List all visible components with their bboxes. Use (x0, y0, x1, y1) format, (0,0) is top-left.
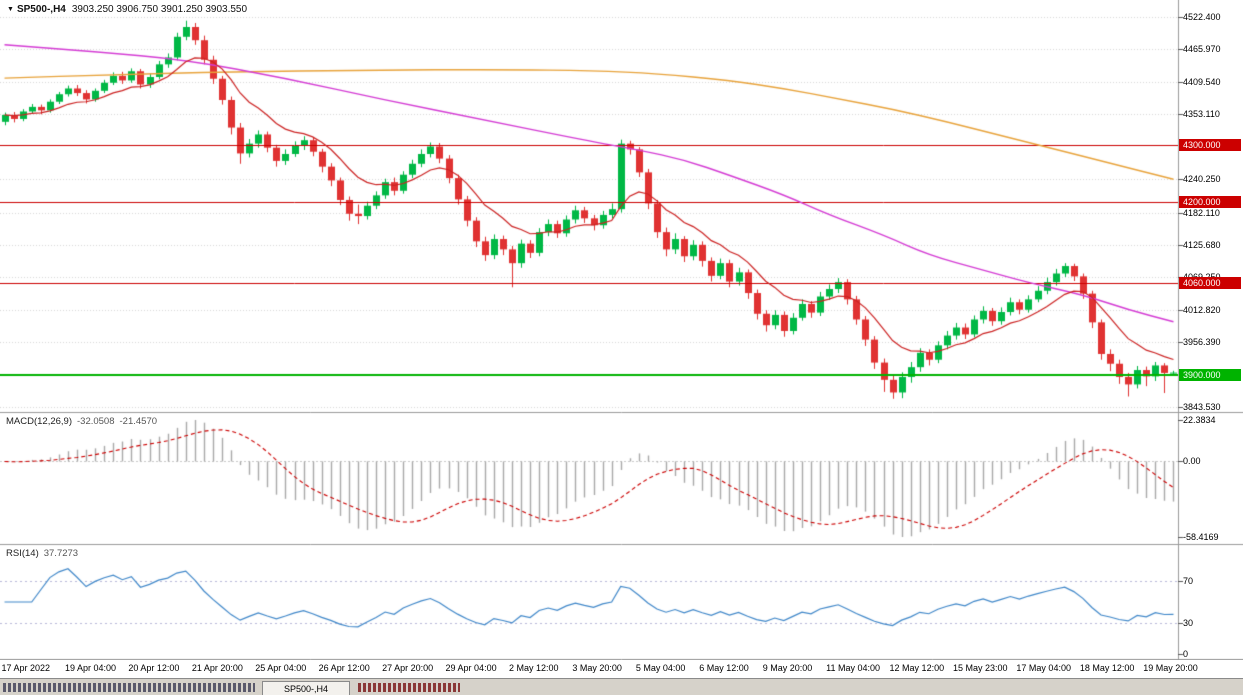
time-axis-label: 29 Apr 04:00 (445, 663, 497, 673)
macd-main-value: -32.0508 (77, 416, 115, 427)
time-axis-label: 27 Apr 20:00 (382, 663, 434, 673)
time-axis-label: 9 May 20:00 (762, 663, 813, 673)
time-axis-label: 12 May 12:00 (889, 663, 945, 673)
chart-symbol-period: SP500-,H4 (16, 4, 66, 15)
rsi-value: 37.7273 (43, 548, 79, 559)
rsi-name: RSI(14) (6, 548, 39, 559)
chart-header: ▼ SP500-,H4 3903.250 3906.750 3901.250 390… (7, 4, 247, 15)
bottom-taskbar: SP500-,H4 (0, 678, 1243, 695)
time-axis-label: 19 Apr 04:00 (64, 663, 116, 673)
time-axis-label: 26 Apr 12:00 (318, 663, 370, 673)
time-axis-label: 17 May 04:00 (1016, 663, 1071, 673)
macd-name: MACD(12,26,9) (6, 416, 72, 427)
time-axis-label: 19 May 20:00 (1143, 663, 1198, 673)
time-axis-label: 25 Apr 04:00 (255, 663, 307, 673)
time-axis-label: 20 Apr 12:00 (128, 663, 180, 673)
time-axis: 17 Apr 2022 19 Apr 04:00 20 Apr 12:00 21 Ap… (0, 660, 1243, 678)
time-axis-label: 15 May 23:00 (952, 663, 1008, 673)
time-axis-label: 21 Apr 20:00 (191, 663, 243, 673)
time-axis-label: 3 May 20:00 (572, 663, 622, 673)
time-axis-label: 6 May 12:00 (699, 663, 749, 673)
time-axis-label: 17 Apr 2022 (1, 663, 51, 673)
chart-ohlc-values: 3903.250 3906.750 3901.250 3903.550 (71, 4, 248, 15)
chart-dropdown-icon: ▼ (7, 6, 14, 13)
taskbar-left-items (3, 683, 255, 692)
time-axis-label: 18 May 12:00 (1079, 663, 1135, 673)
chart-tab-sp500[interactable]: SP500-,H4 (262, 681, 350, 695)
time-axis-label: 5 May 04:00 (635, 663, 686, 673)
price-chart-canvas[interactable] (0, 0, 1243, 660)
taskbar-item (358, 683, 460, 692)
rsi-indicator-label: RSI(14) 37.7273 (6, 548, 78, 559)
macd-indicator-label: MACD(12,26,9) -32.0508 -21.4570 (6, 416, 157, 427)
time-axis-label: 2 May 12:00 (508, 663, 559, 673)
macd-signal-value: -21.4570 (119, 416, 158, 427)
time-axis-label: 11 May 04:00 (826, 663, 880, 673)
